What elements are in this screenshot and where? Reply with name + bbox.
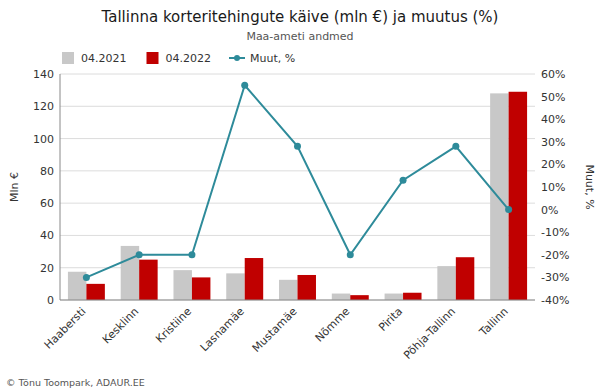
bar	[245, 258, 263, 300]
subtitle: Maa-ameti andmed	[246, 30, 353, 43]
y-tick-label: 40	[40, 229, 54, 242]
y2-tick-label: 40%	[541, 113, 565, 126]
x-tick-label: Kristiine	[153, 305, 194, 346]
grid-line	[60, 106, 535, 107]
bar	[350, 295, 368, 300]
bar	[226, 273, 244, 300]
legend-swatch	[147, 52, 159, 64]
bar	[332, 294, 350, 300]
y-axis-line	[60, 74, 61, 300]
x-tick-label: Mustamäe	[250, 305, 300, 355]
y2-tick-label: -40%	[541, 294, 569, 307]
y-tick-label: 60	[40, 197, 54, 210]
bar	[385, 294, 403, 300]
x-axis-line	[60, 300, 535, 301]
legend-label: Muut, %	[250, 52, 295, 65]
y2-tick-label: 30%	[541, 136, 565, 149]
grid-line	[60, 203, 535, 204]
marker	[241, 82, 248, 89]
x-tick-label: Lasnamäe	[198, 305, 247, 354]
marker	[452, 143, 459, 150]
annotation: © Tõnu Toompark, ADAUR.EE	[6, 377, 145, 388]
legend-label: 04.2022	[166, 52, 212, 65]
y-axis-label: Mln €	[8, 172, 21, 202]
grid-line	[60, 138, 535, 139]
bar	[456, 257, 474, 300]
x-tick-label: Kesklinn	[100, 305, 141, 346]
bar	[298, 275, 316, 300]
y2-tick-label: 50%	[541, 91, 565, 104]
bar	[86, 284, 104, 300]
bar	[192, 277, 210, 300]
y-tick-label: 140	[33, 68, 54, 81]
marker	[83, 274, 90, 281]
bar	[403, 293, 421, 300]
y2-tick-label: -10%	[541, 226, 569, 239]
y2-tick-label: -30%	[541, 271, 569, 284]
y-tick-label: 100	[33, 133, 54, 146]
y2-tick-label: 60%	[541, 68, 565, 81]
chart: Tallinna korteritehingute käive (mln €) …	[0, 0, 600, 392]
plot-area	[68, 82, 527, 300]
marker	[505, 206, 512, 213]
bar	[509, 92, 527, 300]
x-tick-label: Pirita	[376, 305, 405, 334]
x-tick-label: Põhja-Tallinn	[401, 305, 458, 362]
bar	[437, 266, 455, 300]
grid-line	[60, 235, 535, 236]
grid-line	[60, 74, 535, 75]
y-tick-label: 0	[47, 294, 54, 307]
marker	[136, 251, 143, 258]
legend-swatch	[234, 55, 240, 61]
y2-tick-label: 10%	[541, 181, 565, 194]
line	[86, 85, 508, 277]
marker	[294, 143, 301, 150]
x-tick-label: Tallinn	[476, 305, 510, 339]
legend-label: 04.2021	[81, 52, 127, 65]
marker	[188, 251, 195, 258]
legend-swatch	[62, 52, 74, 64]
y2-tick-label: 0%	[541, 204, 558, 217]
bar	[490, 93, 508, 300]
marker	[400, 177, 407, 184]
y2-axis-label: Muut, %	[583, 164, 596, 209]
bar	[279, 280, 297, 300]
marker	[347, 251, 354, 258]
y-tick-label: 120	[33, 100, 54, 113]
grid-line	[60, 170, 535, 171]
legend: 04.2021 04.2022 Muut, %	[62, 52, 295, 65]
x-tick-label: Haabersti	[42, 305, 89, 352]
title: Tallinna korteritehingute käive (mln €) …	[101, 8, 499, 26]
y-tick-label: 80	[40, 165, 54, 178]
x-tick-label: Nõmme	[313, 305, 353, 345]
bar	[173, 270, 191, 300]
grid-line	[60, 300, 535, 301]
y2-tick-label: -20%	[541, 249, 569, 262]
y2-tick-label: 20%	[541, 158, 565, 171]
y-tick-label: 20	[40, 262, 54, 275]
bar	[139, 260, 157, 300]
